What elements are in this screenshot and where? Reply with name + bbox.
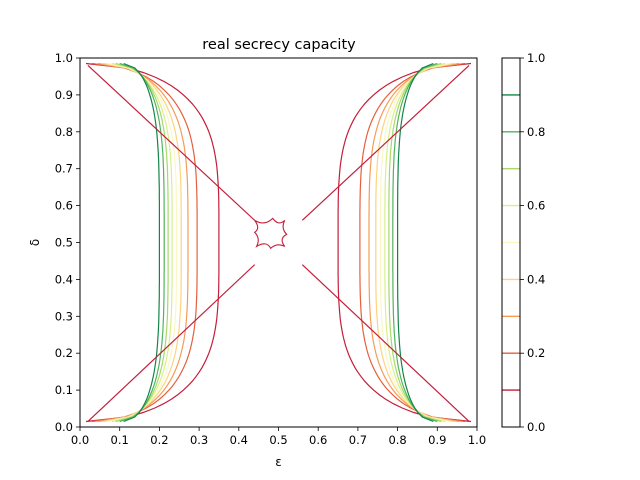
y-tick-label: 0.6	[55, 199, 73, 213]
chart-title: real secrecy capacity	[202, 37, 356, 53]
x-axis: 0.0 0.1 0.2 0.3 0.4 0.5 0.6 0.7 0.8 0.9 1.0	[71, 427, 486, 447]
contour-plot	[85, 62, 472, 423]
contour-line-right-4	[375, 62, 455, 423]
y-tick-label: 0.5	[55, 236, 73, 250]
contour-line-right-6	[384, 62, 446, 423]
contour-line-left-6	[111, 62, 173, 423]
y-tick-label: 0.3	[55, 309, 73, 323]
x-tick-label: 0.5	[269, 433, 287, 447]
contour-center-loop	[253, 217, 288, 250]
contour-diagonal-2	[301, 64, 470, 221]
y-tick-label: 0.0	[55, 420, 73, 434]
y-tick-label: 0.1	[55, 383, 73, 397]
x-tick-label: 0.8	[388, 433, 406, 447]
x-tick-label: 1.0	[468, 433, 486, 447]
contour-line-left-3	[97, 62, 189, 423]
x-tick-label: 0.6	[309, 433, 327, 447]
x-tick-label: 0.2	[150, 433, 168, 447]
contour-line-left-5	[107, 62, 178, 423]
y-tick-label: 0.8	[55, 125, 73, 139]
colorbar-tick-label: 0.8	[527, 125, 545, 139]
x-tick-label: 0.9	[428, 433, 446, 447]
y-tick-label: 1.0	[55, 51, 73, 65]
y-tick-label: 0.9	[55, 88, 73, 102]
colorbar-tick-label: 0.2	[527, 346, 545, 360]
colorbar-frame	[501, 57, 521, 428]
contour-line-right-3	[368, 62, 460, 423]
x-tick-label: 0.3	[190, 433, 208, 447]
contour-line-right-7	[388, 62, 442, 423]
contour-line-left-1	[85, 62, 220, 423]
x-tick-label: 0.1	[111, 433, 129, 447]
contour-line-right-1	[337, 62, 472, 423]
contour-line-left-4	[102, 62, 182, 423]
contour-line-left-7	[115, 62, 169, 423]
colorbar-tick-label: 0.0	[527, 420, 545, 434]
contour-line-right-9	[397, 62, 434, 423]
y-axis: 0.0 0.1 0.2 0.3 0.4 0.5 0.6 0.7 0.8 0.9 1.0	[55, 51, 80, 434]
x-tick-label: 0.4	[230, 433, 248, 447]
contour-diagonal-3	[87, 264, 256, 422]
y-tick-label: 0.7	[55, 162, 73, 176]
colorbar: 0.0 0.2 0.4 0.6 0.8 1.0	[501, 51, 545, 434]
y-tick-label: 0.4	[55, 272, 73, 286]
contour-line-left-2	[91, 62, 198, 423]
contour-line-left-9	[123, 62, 160, 423]
x-axis-label: ε	[275, 455, 282, 469]
contour-diagonal-1	[87, 64, 256, 221]
x-tick-label: 0.0	[71, 433, 89, 447]
contour-line-left-8	[119, 62, 165, 423]
colorbar-tick-label: 0.4	[527, 272, 545, 286]
colorbar-tick-label: 0.6	[527, 199, 545, 213]
contour-line-right-5	[379, 62, 450, 423]
y-axis-label: δ	[28, 239, 42, 246]
contour-line-right-2	[359, 62, 466, 423]
contour-line-right-8	[392, 62, 438, 423]
y-tick-label: 0.2	[55, 346, 73, 360]
contour-diagonal-4	[301, 264, 470, 422]
x-tick-label: 0.7	[349, 433, 367, 447]
colorbar-tick-label: 1.0	[527, 51, 545, 65]
